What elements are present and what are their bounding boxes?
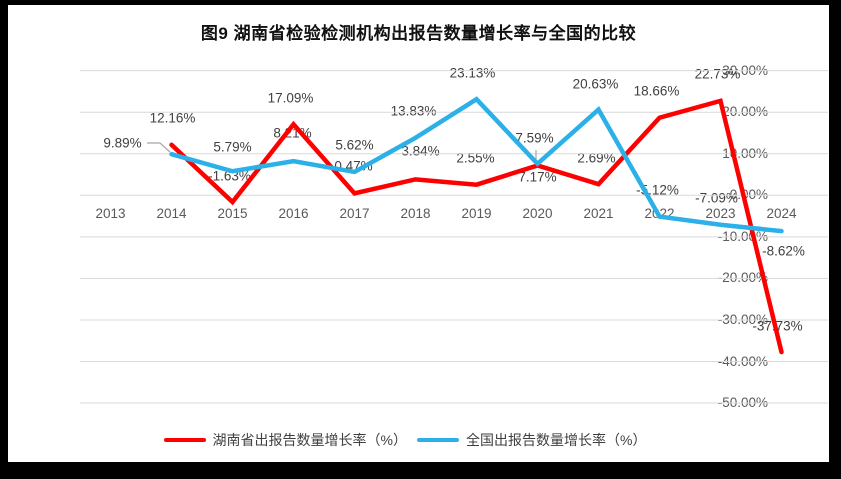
hunan-data-label: 2.55% bbox=[456, 150, 495, 166]
hunan-data-label: 22.73% bbox=[694, 66, 741, 82]
hunan-data-label: -1.63% bbox=[208, 168, 251, 184]
national-data-label: 5.62% bbox=[335, 137, 374, 153]
national-data-label: 9.89% bbox=[103, 135, 142, 151]
x-axis-label: 2018 bbox=[400, 206, 431, 221]
hunan-data-label: 7.17% bbox=[518, 169, 557, 184]
legend: 湖南省出报告数量增长率（%） 全国出报告数量增长率（%） bbox=[0, 430, 810, 450]
y-axis-tick-label: -50.00% bbox=[717, 395, 768, 411]
national-data-label: -7.09% bbox=[695, 190, 738, 206]
x-axis-label: 2022 bbox=[644, 206, 675, 221]
hunan-data-label: 18.66% bbox=[633, 83, 680, 99]
y-axis-tick-label: 10.00% bbox=[722, 145, 768, 161]
x-axis-label: 2013 bbox=[95, 206, 126, 221]
y-axis-tick-label: 20.00% bbox=[722, 104, 768, 120]
scan-border-top bbox=[0, 0, 841, 5]
national-data-label: 23.13% bbox=[449, 65, 496, 81]
hunan-data-label: 3.84% bbox=[401, 143, 440, 159]
y-axis-tick-label: -20.00% bbox=[717, 270, 768, 286]
x-axis-label: 2020 bbox=[522, 206, 553, 221]
legend-item-hunan: 湖南省出报告数量增长率（%） bbox=[163, 430, 407, 450]
national-series-swatch bbox=[417, 437, 459, 443]
x-axis-label: 2023 bbox=[705, 206, 736, 221]
x-axis-label: 2016 bbox=[278, 206, 309, 221]
y-axis-tick-label: -10.00% bbox=[717, 228, 768, 244]
national-data-label: 20.63% bbox=[572, 76, 619, 92]
y-axis-tick-label: -40.00% bbox=[717, 353, 768, 369]
x-axis-label: 2014 bbox=[156, 206, 187, 221]
x-axis-label: 2015 bbox=[217, 206, 248, 221]
x-axis-label: 2019 bbox=[461, 206, 492, 221]
scan-border-left bbox=[0, 0, 8, 479]
legend-label-hunan: 湖南省出报告数量增长率（%） bbox=[212, 432, 407, 448]
hunan-data-label: 17.09% bbox=[267, 90, 314, 106]
national-data-label: 13.83% bbox=[390, 103, 437, 119]
chart-title: 图9 湖南省检验检测机构出报告数量增长率与全国的比较 bbox=[200, 24, 637, 43]
national-data-label: -5.12% bbox=[636, 182, 679, 198]
national-data-label: 7.59% bbox=[515, 130, 554, 146]
hunan-data-label: 2.69% bbox=[577, 150, 616, 166]
scan-border-right bbox=[829, 0, 841, 479]
national-data-label: 5.79% bbox=[213, 139, 252, 155]
hunan-series-swatch bbox=[163, 437, 206, 443]
legend-item-national: 全国出报告数量增长率（%） bbox=[417, 430, 646, 450]
national-data-label: -8.62% bbox=[762, 243, 805, 259]
national-data-label: 8.21% bbox=[273, 125, 312, 141]
hunan-data-label: 12.16% bbox=[149, 110, 196, 126]
hunan-data-label: -37.73% bbox=[752, 318, 803, 334]
x-axis-label: 2017 bbox=[339, 206, 370, 221]
y-axis-tick-label: 30.00% bbox=[722, 62, 768, 78]
x-axis-label: 2021 bbox=[583, 206, 614, 221]
hunan-data-label: 0.47% bbox=[334, 158, 373, 174]
scan-border-bottom bbox=[0, 462, 841, 479]
legend-label-national: 全国出报告数量增长率（%） bbox=[466, 432, 647, 448]
x-axis-label: 2024 bbox=[766, 206, 797, 221]
